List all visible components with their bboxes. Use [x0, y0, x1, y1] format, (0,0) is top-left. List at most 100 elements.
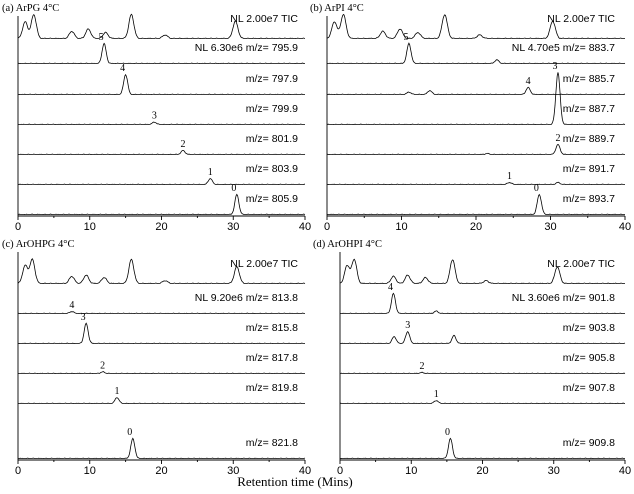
series-trace [326, 13, 625, 39]
peak-label: 0 [231, 183, 236, 194]
x-tick-label: 20 [470, 221, 482, 233]
series-label: m/z= 887.7 [563, 103, 615, 115]
series-label: m/z= 905.8 [563, 352, 615, 364]
x-tick-label: 40 [619, 221, 631, 233]
series-trace [18, 397, 306, 404]
panel-title: (d) ArOHPI 4°C [313, 239, 382, 250]
x-tick-label: 10 [84, 221, 96, 233]
series-trace [339, 258, 625, 284]
x-tick-label: 40 [619, 465, 631, 477]
panel-title: (a) ArPG 4°C [2, 3, 59, 14]
peak-label: 3 [405, 320, 410, 331]
x-tick-label: 40 [299, 221, 311, 233]
series-label: NL 4.70e5 m/z= 883.7 [512, 42, 615, 54]
series-label: m/z= 803.9 [246, 163, 298, 175]
series-label: m/z= 907.8 [563, 382, 615, 394]
series-label: m/z= 815.8 [246, 322, 298, 334]
x-tick-label: 20 [476, 465, 488, 477]
peak-label: 0 [127, 427, 132, 438]
x-tick-label: 30 [544, 221, 556, 233]
series-label: NL 9.20e6 m/z= 813.8 [195, 292, 298, 304]
peak-label: 3 [152, 111, 157, 122]
series-label: NL 2.00e7 TIC [547, 13, 615, 25]
x-tick-label: 20 [155, 465, 167, 477]
peak-label: 2 [100, 360, 105, 371]
series-trace [18, 437, 306, 459]
series-label: m/z= 893.7 [563, 193, 615, 205]
series-trace [340, 292, 626, 314]
series-trace [17, 13, 306, 39]
series-trace [18, 121, 305, 125]
x-tick-label: 30 [227, 465, 239, 477]
peak-label: 5 [403, 32, 408, 43]
x-tick-label: 30 [227, 221, 239, 233]
series-label: NL 2.00e7 TIC [547, 258, 615, 270]
x-tick-label: 10 [405, 465, 417, 477]
series-trace [17, 193, 306, 215]
peak-label: 3 [81, 312, 86, 323]
series-trace [326, 181, 625, 185]
panel-title: (b) ArPI 4°C [310, 3, 364, 14]
series-trace [326, 143, 625, 155]
series-trace [339, 371, 626, 374]
series-trace [339, 400, 625, 404]
peak-label: 0 [445, 427, 450, 438]
series-trace [327, 193, 625, 215]
peak-label: 0 [534, 183, 539, 194]
peak-label: 4 [69, 300, 74, 311]
series-trace [327, 42, 626, 64]
series-label: NL 2.00e7 TIC [230, 13, 298, 25]
x-tick-label: 10 [84, 465, 96, 477]
x-tick-label: 40 [299, 465, 311, 477]
series-label: m/z= 805.9 [246, 193, 298, 205]
series-label: m/z= 799.9 [246, 103, 298, 115]
series-label: NL 6.30e6 m/z= 795.9 [195, 42, 298, 54]
peak-label: 1 [208, 167, 213, 178]
x-tick-label: 0 [15, 465, 21, 477]
series-trace [17, 42, 305, 64]
peak-label: 4 [120, 63, 125, 74]
x-tick-label: 30 [548, 465, 560, 477]
series-trace [17, 322, 305, 344]
series-label: m/z= 821.8 [246, 437, 298, 449]
series-trace [17, 73, 305, 95]
series-label: NL 2.00e7 TIC [230, 258, 298, 270]
series-trace [340, 330, 626, 344]
series-label: m/z= 817.8 [246, 352, 298, 364]
x-tick-label: 0 [324, 221, 330, 233]
series-trace [18, 149, 306, 155]
peak-label: 2 [419, 361, 424, 372]
peak-label: 4 [526, 76, 531, 87]
series-trace [327, 86, 625, 95]
peak-label: 3 [552, 61, 557, 72]
series-trace [17, 258, 306, 284]
series-trace [18, 178, 305, 185]
peak-label: 2 [555, 133, 560, 144]
x-tick-label: 0 [15, 221, 21, 233]
peak-label: 1 [115, 386, 120, 397]
x-axis-label: Retention time (Mins) [237, 474, 353, 489]
series-label: m/z= 909.8 [563, 437, 615, 449]
series-label: m/z= 797.9 [246, 73, 298, 85]
series-label: m/z= 819.8 [246, 382, 298, 394]
peak-label: 5 [99, 32, 104, 43]
peak-label: 1 [434, 389, 439, 400]
series-trace [18, 371, 305, 374]
series-label: m/z= 801.9 [246, 133, 298, 145]
series-trace [326, 72, 626, 125]
series-label: m/z= 885.7 [563, 73, 615, 85]
series-label: NL 3.60e6 m/z= 901.8 [512, 292, 615, 304]
x-tick-label: 10 [395, 221, 407, 233]
peak-label: 2 [181, 139, 186, 150]
x-tick-label: 0 [337, 465, 343, 477]
series-trace [17, 311, 305, 314]
peak-label: 4 [388, 282, 393, 293]
panel-title: (c) ArOHPG 4°C [2, 239, 74, 250]
series-trace [339, 437, 625, 459]
series-label: m/z= 889.7 [563, 133, 615, 145]
series-label: m/z= 891.7 [563, 163, 615, 175]
